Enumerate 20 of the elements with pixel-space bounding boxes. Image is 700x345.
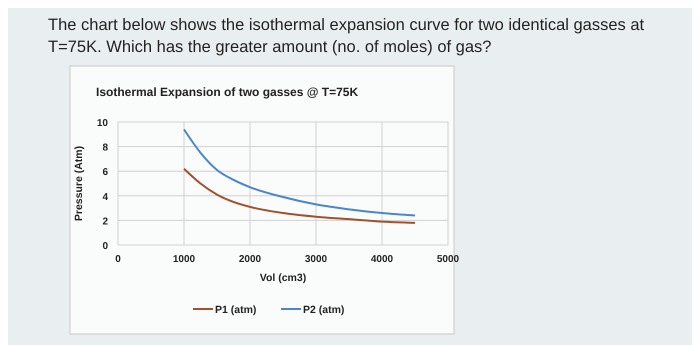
legend-label: P1 (atm): [215, 304, 256, 316]
chart-title: Isothermal Expansion of two gasses @ T=75K: [96, 85, 358, 99]
legend-label: P2 (atm): [303, 304, 344, 316]
x-tick-label: 0: [115, 254, 122, 265]
x-tick-label: 3000: [304, 254, 328, 265]
line-series: [183, 128, 416, 216]
x-tick-label: 5000: [436, 254, 460, 265]
y-tick-label: 8: [102, 142, 108, 154]
x-tick-label: 2000: [238, 254, 262, 265]
y-axis-title: Pressure (Atm): [73, 146, 85, 222]
x-axis-title: Vol (cm3): [260, 272, 306, 284]
y-tick-label: 6: [102, 167, 108, 178]
line-series: [183, 168, 416, 224]
text: The chart below shows the isothermal expansion curve for two identical gasses at T=75K. Which has the greater amount (no. of moles) of gas?: [48, 16, 645, 56]
x-tick-label: 4000: [370, 254, 394, 265]
x-tick-label: 1000: [172, 254, 196, 265]
y-tick-label: 2: [102, 216, 108, 228]
y-tick-label: 0: [102, 241, 108, 252]
y-tick-label: 10: [96, 118, 108, 129]
y-tick-label: 4: [102, 192, 108, 203]
